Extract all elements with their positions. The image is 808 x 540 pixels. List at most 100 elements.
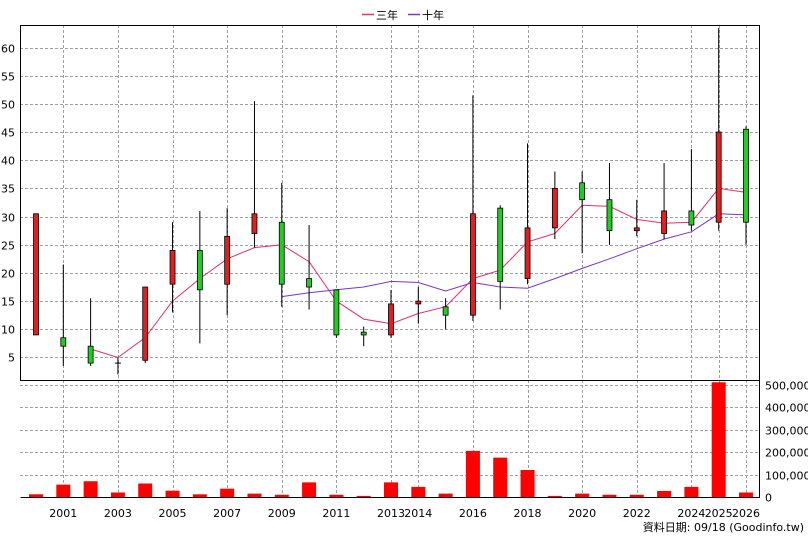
x-tick-label: 2020 — [568, 507, 596, 520]
candle-body — [278, 221, 285, 285]
volume-bar — [575, 493, 590, 497]
legend-label: 三年 — [376, 8, 398, 22]
candle-body — [579, 182, 586, 201]
candlestick-series — [33, 27, 749, 375]
candle — [497, 205, 504, 310]
x-tick-label: 2025 — [705, 507, 733, 520]
candle — [688, 148, 695, 231]
candle — [60, 264, 67, 366]
candle-body — [224, 235, 231, 285]
candle-body — [606, 199, 613, 232]
volume-bar — [520, 470, 535, 497]
price-tick-label: 30 — [1, 212, 15, 225]
volume-bar — [411, 486, 426, 497]
candle-body — [142, 286, 149, 361]
volume-grid — [20, 380, 760, 497]
candle — [388, 289, 394, 338]
candle-body — [743, 128, 749, 223]
candle — [442, 298, 449, 330]
volume-bar — [56, 484, 71, 497]
legend-item: 三年 — [362, 8, 398, 22]
candle-body — [415, 300, 422, 305]
x-tick-label: 2018 — [514, 507, 542, 520]
volume-bar — [83, 481, 98, 497]
legend-item: 十年 — [408, 8, 444, 22]
x-tick-label: 2022 — [623, 507, 651, 520]
volume-bar — [274, 494, 289, 497]
price-tick-label: 20 — [1, 268, 15, 281]
x-tick-label: 2003 — [104, 507, 132, 520]
price-axis-ticks: 5 10 15 20 25 30 35 40 45 50 55 60 — [1, 43, 15, 365]
candle — [169, 222, 176, 313]
x-tick-label: 2014 — [404, 507, 432, 520]
x-axis-ticks: 2001 2003 2005 2007 2009 2011 2013 2014 2016 2018… — [49, 507, 760, 520]
candle-body — [87, 345, 94, 364]
candle-body — [661, 210, 667, 234]
candle — [87, 298, 94, 366]
candle — [360, 326, 367, 347]
volume-bar — [493, 457, 508, 497]
candle-body — [442, 306, 449, 316]
ma10-line — [281, 213, 747, 298]
candle — [633, 199, 640, 237]
x-tick-label: 2001 — [49, 507, 77, 520]
volume-bar — [657, 490, 672, 497]
volume-tick-label: 400,000 — [765, 402, 808, 415]
candle-body — [169, 249, 176, 285]
volume-bar — [220, 488, 235, 497]
volume-bars — [29, 382, 753, 497]
candle-body — [470, 213, 476, 316]
x-tick-label: 2016 — [459, 507, 487, 520]
volume-bar — [356, 495, 371, 497]
volume-bar — [684, 486, 699, 497]
price-tick-label: 45 — [1, 127, 15, 140]
candle — [551, 171, 558, 240]
candle — [114, 357, 121, 375]
candle — [306, 225, 312, 310]
candle-body — [251, 213, 258, 234]
candle-body — [497, 207, 504, 282]
candle-body — [60, 337, 67, 347]
data-date-footer: 資料日期: 09/18 (Goodinfo.tw) — [643, 520, 804, 534]
legend-label: 十年 — [422, 8, 444, 22]
price-tick-label: 35 — [1, 183, 15, 196]
x-tick-label: 2026 — [732, 507, 760, 520]
volume-bar — [29, 494, 43, 497]
candle — [333, 289, 340, 338]
volume-bar — [110, 492, 125, 497]
volume-bar — [138, 483, 153, 497]
candle-body — [688, 210, 695, 226]
candle-body — [33, 213, 39, 336]
x-tick-label: 2013 — [377, 507, 405, 520]
price-tick-label: 55 — [1, 71, 15, 84]
price-tick-label: 50 — [1, 99, 15, 112]
candle — [661, 163, 667, 240]
candle-body — [524, 227, 531, 279]
x-tick-label: 2005 — [159, 507, 187, 520]
volume-bar — [192, 494, 207, 497]
chart-legend: 三年 十年 — [362, 8, 444, 22]
candle — [606, 163, 613, 245]
candle-body — [360, 331, 367, 336]
volume-bar — [739, 492, 753, 497]
volume-bar — [165, 490, 180, 497]
price-panel-frame — [20, 25, 760, 381]
volume-tick-label: 0 — [765, 492, 772, 505]
price-tick-label: 5 — [8, 352, 15, 365]
volume-bar — [602, 494, 617, 497]
candle — [579, 171, 586, 254]
candle — [251, 101, 258, 248]
candle — [196, 210, 203, 344]
volume-bar — [547, 495, 562, 497]
candle-body — [196, 249, 203, 291]
candle — [278, 182, 285, 307]
volume-tick-label: 500,000 — [765, 380, 808, 393]
candle-body — [306, 278, 312, 288]
volume-bar — [247, 493, 262, 497]
x-tick-label: 2011 — [322, 507, 350, 520]
volume-tick-label: 300,000 — [765, 425, 808, 438]
volume-bar — [711, 382, 726, 497]
volume-tick-label: 100,000 — [765, 470, 808, 483]
volume-bar — [465, 450, 480, 497]
